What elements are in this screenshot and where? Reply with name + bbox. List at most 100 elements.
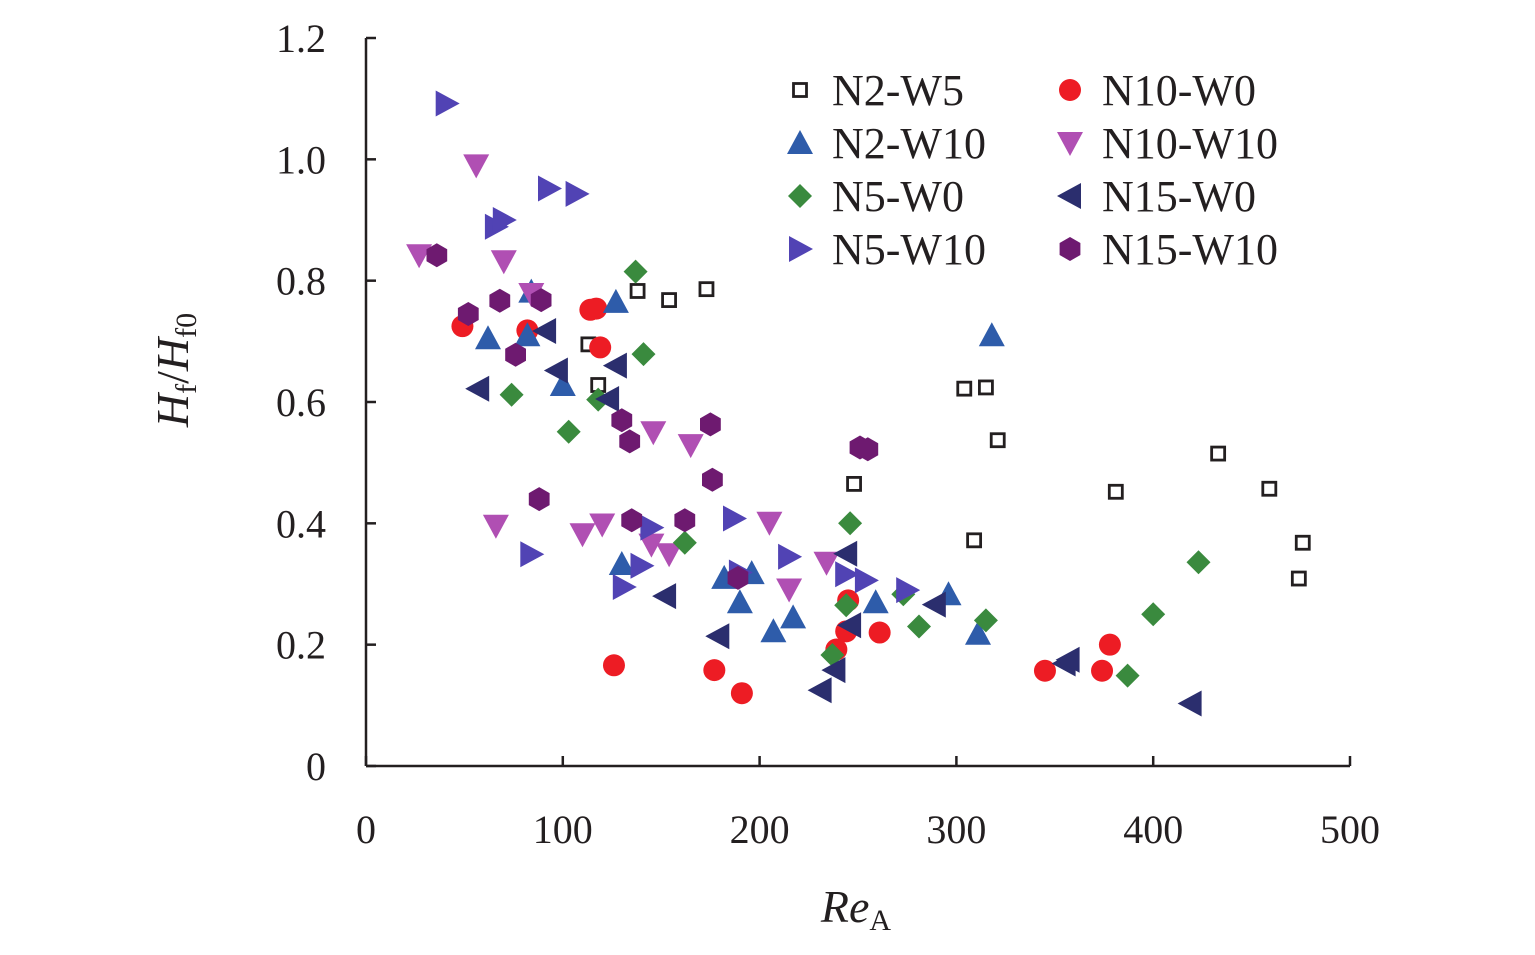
data-point	[896, 577, 921, 604]
data-point	[489, 288, 511, 313]
y-tick-label: 0.4	[276, 501, 326, 546]
data-point	[921, 591, 946, 618]
data-point	[1294, 534, 1311, 551]
data-point	[482, 514, 509, 539]
data-point	[589, 336, 612, 359]
series-N2-W5	[580, 281, 1311, 587]
data-point	[838, 511, 863, 536]
data-point	[833, 540, 858, 567]
data-point	[672, 530, 697, 555]
data-point	[602, 352, 627, 379]
legend-item: N2-W5	[792, 66, 964, 115]
data-points	[406, 90, 1311, 717]
data-point	[623, 259, 648, 284]
data-point	[463, 154, 490, 179]
y-tick-label: 0.2	[276, 623, 326, 668]
data-point	[492, 207, 517, 233]
data-point	[435, 90, 460, 117]
data-point	[532, 318, 557, 344]
data-point	[621, 508, 643, 533]
data-point	[549, 372, 576, 396]
data-point	[705, 623, 730, 650]
x-tick-label: 100	[533, 807, 593, 852]
data-point	[1141, 602, 1166, 627]
data-point	[813, 551, 840, 576]
data-point	[854, 567, 879, 594]
legend-item: N15-W10	[1059, 225, 1278, 274]
legend: N2-W5 N10-W0 N2-W10 N10-W10 N5-W0 N15-W0 N5-W1…	[787, 66, 1278, 274]
data-point	[1098, 633, 1121, 656]
data-point	[868, 621, 891, 644]
data-point	[677, 434, 704, 459]
data-point	[907, 614, 931, 639]
data-point	[776, 578, 803, 603]
data-point	[608, 551, 635, 575]
legend-label: N10-W0	[1102, 66, 1256, 115]
data-point	[514, 322, 541, 347]
data-point	[978, 379, 994, 396]
data-point	[965, 620, 991, 645]
data-point	[834, 593, 859, 618]
data-point	[528, 487, 550, 512]
data-point	[602, 288, 629, 313]
y-axis-title-sub2: f0	[170, 313, 203, 338]
data-point	[1115, 663, 1140, 688]
series-N15-W0	[465, 318, 1202, 717]
legend-label: N15-W0	[1102, 172, 1256, 221]
data-point	[585, 297, 608, 320]
data-point	[630, 552, 655, 579]
legend-item: N15-W0	[1057, 172, 1256, 221]
legend-item: N2-W10	[787, 119, 986, 168]
data-point	[629, 283, 646, 299]
data-point	[475, 325, 501, 350]
y-tick-label: 0	[306, 744, 326, 789]
legend-label: N5-W10	[832, 225, 986, 274]
x-axis-title: ReA	[820, 881, 892, 937]
legend-marker	[1057, 132, 1083, 156]
legend-item: N5-W10	[789, 225, 986, 274]
data-point	[602, 654, 625, 677]
y-tick-label: 1.2	[276, 16, 326, 61]
data-point	[760, 618, 787, 643]
data-point	[640, 421, 667, 446]
legend-marker	[788, 184, 812, 208]
data-point	[1091, 659, 1114, 682]
y-axis-title-h2: H	[147, 335, 198, 372]
data-point	[973, 608, 998, 633]
data-point	[1186, 550, 1211, 575]
data-point	[656, 543, 683, 568]
x-tick-label: 0	[356, 807, 376, 852]
data-point	[612, 574, 637, 600]
x-axis-title-main: Re	[820, 881, 870, 932]
data-point	[1261, 480, 1278, 497]
data-point	[465, 375, 490, 402]
data-point	[956, 380, 973, 397]
legend-item: N5-W0	[788, 172, 964, 221]
y-tick-label: 1.0	[276, 137, 326, 182]
data-point	[661, 292, 677, 308]
data-point	[406, 244, 433, 269]
legend-marker	[787, 130, 813, 154]
data-point	[846, 475, 862, 492]
x-tick-label: 300	[926, 807, 986, 852]
data-point	[556, 419, 581, 444]
legend-marker	[1059, 237, 1081, 261]
data-point	[595, 386, 620, 412]
data-point	[589, 513, 616, 538]
series-N15-W10	[426, 243, 879, 590]
y-axis-title: Hf/Hf0	[147, 313, 203, 428]
axes: 0 0.2 0.4 0.6 0.8 1.0 1.2 0 100 200 300 400 500	[276, 16, 1380, 852]
x-tick-label: 500	[1320, 807, 1380, 852]
data-point	[726, 589, 753, 614]
data-point	[966, 532, 983, 549]
series-N10-W10	[406, 154, 840, 603]
data-point	[862, 589, 889, 614]
y-axis-title-sub1: f	[170, 384, 203, 394]
y-ticks: 0 0.2 0.4 0.6 0.8 1.0 1.2	[276, 16, 376, 789]
data-point	[538, 175, 562, 202]
data-point	[499, 382, 524, 407]
data-point	[619, 429, 641, 454]
y-axis-title-h1: H	[147, 391, 198, 428]
data-point	[730, 682, 753, 705]
